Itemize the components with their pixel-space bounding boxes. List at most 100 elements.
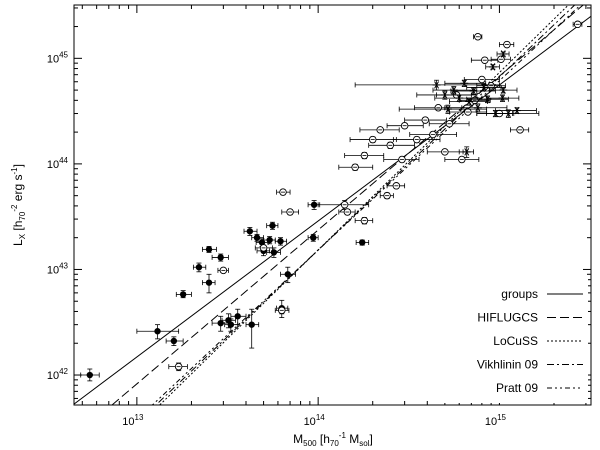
data-point — [499, 40, 515, 49]
data-point — [281, 208, 299, 216]
filled-marker — [179, 291, 187, 298]
y-tick-label: 1043 — [47, 261, 69, 276]
asterisk-marker — [456, 94, 462, 102]
data-point — [409, 130, 457, 139]
data-point — [444, 155, 480, 164]
data-point — [368, 141, 415, 150]
data-point — [444, 103, 508, 113]
data-point — [217, 266, 229, 275]
data-point — [386, 121, 424, 130]
asterisk-marker — [500, 94, 505, 102]
filled-marker — [205, 246, 213, 253]
filled-marker — [310, 234, 317, 241]
filled-marker — [195, 264, 203, 271]
legend-label: Pratt 09 — [496, 381, 538, 395]
filled-marker — [269, 222, 276, 229]
filled-marker — [253, 234, 261, 241]
filled-marker — [86, 371, 93, 379]
data-points — [80, 20, 583, 382]
filled-marker — [217, 319, 224, 327]
asterisk-marker — [490, 63, 496, 71]
legend-label: Vikhlinin 09 — [477, 358, 538, 372]
relation-line — [111, 5, 584, 405]
data-point — [211, 253, 229, 262]
asterisk-marker — [461, 79, 467, 88]
asterisk-marker — [442, 91, 448, 99]
filled-marker — [205, 279, 213, 286]
data-point — [379, 191, 394, 200]
data-point — [383, 155, 420, 164]
data-point — [274, 237, 288, 246]
data-point — [359, 126, 400, 134]
data-point — [168, 362, 188, 372]
asterisk-marker — [434, 81, 439, 89]
filled-marker — [154, 328, 161, 335]
y-tick-label: 1045 — [47, 50, 69, 65]
filled-marker — [217, 254, 224, 261]
asterisk-marker — [464, 148, 470, 156]
asterisk-marker — [500, 50, 506, 58]
data-point — [458, 146, 474, 158]
data-point — [392, 135, 441, 144]
data-point — [450, 87, 496, 95]
data-point — [338, 163, 374, 171]
data-point — [444, 79, 487, 88]
x-tick-label: 1013 — [122, 413, 144, 428]
data-point — [404, 116, 447, 124]
filled-marker — [284, 271, 291, 278]
relation-lines — [74, 5, 591, 405]
filled-marker — [248, 321, 255, 328]
data-point — [136, 324, 180, 340]
filled-marker — [170, 337, 178, 345]
data-point — [466, 83, 502, 92]
plot-frame — [73, 4, 592, 406]
data-point — [274, 306, 290, 315]
data-point — [175, 290, 192, 299]
data-point — [494, 106, 537, 115]
filled-marker — [246, 228, 254, 235]
relation-line — [151, 5, 581, 405]
data-point — [254, 244, 273, 252]
data-point — [307, 233, 319, 242]
data-point — [317, 200, 370, 210]
legend-label: LoCuSS — [493, 334, 538, 348]
filled-marker — [266, 236, 273, 244]
data-point — [251, 233, 264, 242]
asterisk-marker — [471, 87, 476, 95]
data-point — [470, 56, 499, 64]
data-point — [355, 239, 370, 246]
x-axis-title: M500 [h70-1 Msol] — [293, 431, 373, 448]
filled-marker — [277, 238, 284, 245]
data-point — [466, 95, 509, 104]
data-point — [243, 227, 258, 236]
data-point — [354, 79, 500, 91]
asterisk-marker — [451, 86, 457, 94]
data-point — [473, 33, 483, 41]
data-point — [426, 148, 464, 156]
asterisk-marker — [500, 86, 506, 94]
filled-marker — [270, 249, 278, 256]
data-point — [510, 126, 530, 134]
asterisk-marker — [445, 105, 451, 113]
y-tick-label: 1042 — [47, 367, 69, 382]
asterisk-marker — [505, 109, 511, 118]
asterisk-marker — [475, 104, 481, 112]
y-axis-title: LX [h70-2 erg s-1] — [10, 164, 27, 246]
data-point — [386, 182, 406, 190]
data-point — [572, 20, 583, 29]
data-point — [490, 55, 511, 64]
relation-line — [155, 5, 576, 405]
axis-ticks: 1013 1014 1015 1042 1043 1044 1045 — [47, 5, 591, 428]
asterisk-marker — [485, 95, 490, 103]
data-point — [485, 63, 500, 71]
data-point — [344, 151, 385, 160]
data-point — [398, 104, 488, 114]
filled-marker — [310, 201, 318, 208]
x-tick-label: 1014 — [304, 413, 326, 428]
data-point — [496, 50, 510, 58]
data-point — [80, 368, 100, 382]
data-point — [307, 200, 321, 210]
data-point — [488, 86, 518, 94]
relation-line — [158, 5, 569, 405]
